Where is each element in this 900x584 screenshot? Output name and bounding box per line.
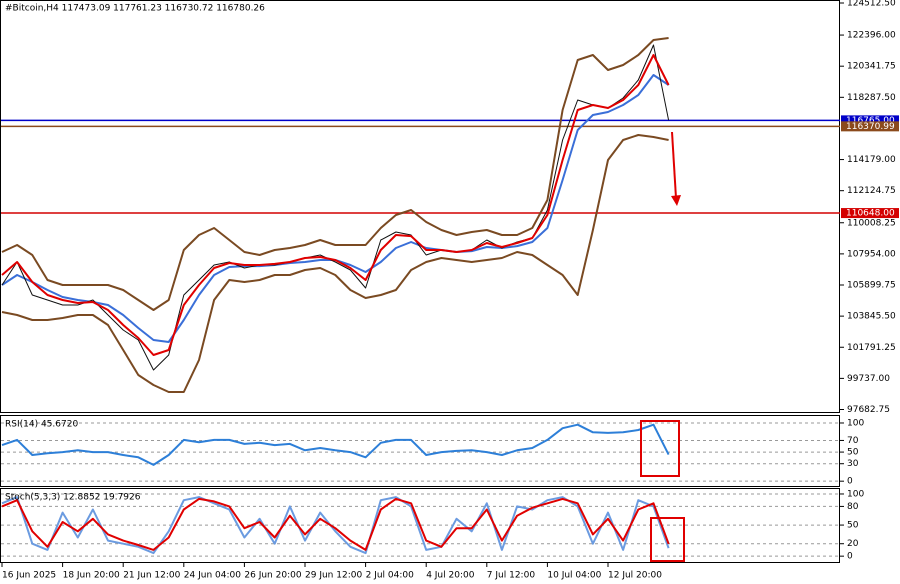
series-line <box>1 497 670 551</box>
x-tick-label: 21 Jun 12:00 <box>123 571 180 581</box>
series-line <box>1 496 670 555</box>
x-tick-label: 16 Jun 2025 <box>2 571 56 581</box>
x-tick-label: 4 Jul 20:00 <box>426 571 475 581</box>
x-tick-label: 24 Jun 04:00 <box>184 571 241 581</box>
y-tick-label: 105899.75 <box>847 281 896 291</box>
level-label-bg <box>841 208 899 219</box>
y-tick-label: 30 <box>847 459 859 469</box>
series-line <box>1 423 670 466</box>
y-tick-label: 110008.25 <box>847 218 896 228</box>
y-tick-label: 80 <box>847 502 859 512</box>
annotation-box <box>650 517 685 562</box>
level-label-bg <box>841 121 899 132</box>
x-tick-label: 7 Jul 12:00 <box>487 571 536 581</box>
x-tick-label: 10 Jul 04:00 <box>547 571 601 581</box>
annotation-arrow <box>671 131 677 199</box>
y-tick-label: 114179.00 <box>847 155 896 165</box>
y-tick-label: 0 <box>847 477 853 487</box>
series-line <box>1 44 670 371</box>
level-label: 116370.99 <box>846 122 895 132</box>
y-tick-label: 122396.00 <box>847 31 896 41</box>
y-tick-label: 100 <box>847 418 864 428</box>
y-tick-label: 20 <box>847 539 859 549</box>
level-label-bg <box>841 115 899 126</box>
panel-title: RSI(14) 45.6720 <box>5 420 78 430</box>
series-line <box>1 134 669 393</box>
y-tick-label: 0 <box>847 552 853 562</box>
annotation-box <box>640 420 680 477</box>
panel-title: Stoch(5,3,3) 12.8852 19.7926 <box>5 493 141 503</box>
y-tick-label: 97682.75 <box>847 405 890 415</box>
x-tick-label: 29 Jun 12:00 <box>305 571 362 581</box>
y-tick-label: 100 <box>847 489 864 499</box>
rsi-panel <box>0 415 840 487</box>
level-label: 110648.00 <box>846 209 895 219</box>
y-tick-label: 99737.00 <box>847 374 890 384</box>
y-tick-label: 50 <box>847 521 859 531</box>
panel-title: #Bitcoin,H4 117473.09 117761.23 116730.7… <box>5 4 265 14</box>
y-tick-label: 70 <box>847 436 859 446</box>
level-label: 116765.00 <box>846 116 895 126</box>
y-tick-label: 107954.00 <box>847 249 896 259</box>
y-tick-label: 112124.75 <box>847 186 896 196</box>
annotation-arrowhead <box>671 195 681 206</box>
y-tick-label: 101791.25 <box>847 343 896 353</box>
y-tick-label: 118287.50 <box>847 93 896 103</box>
price-panel <box>0 0 840 413</box>
y-tick-label: 103845.50 <box>847 312 896 322</box>
x-tick-label: 2 Jul 04:00 <box>366 571 415 581</box>
series-line <box>1 54 670 356</box>
y-tick-label: 120341.75 <box>847 62 896 72</box>
x-tick-label: 26 Jun 20:00 <box>244 571 301 581</box>
series-line <box>1 37 669 311</box>
y-tick-label: 50 <box>847 448 859 458</box>
x-tick-label: 18 Jun 20:00 <box>63 571 120 581</box>
x-tick-label: 12 Jul 20:00 <box>608 571 662 581</box>
y-tick-label: 124512.50 <box>847 0 896 8</box>
